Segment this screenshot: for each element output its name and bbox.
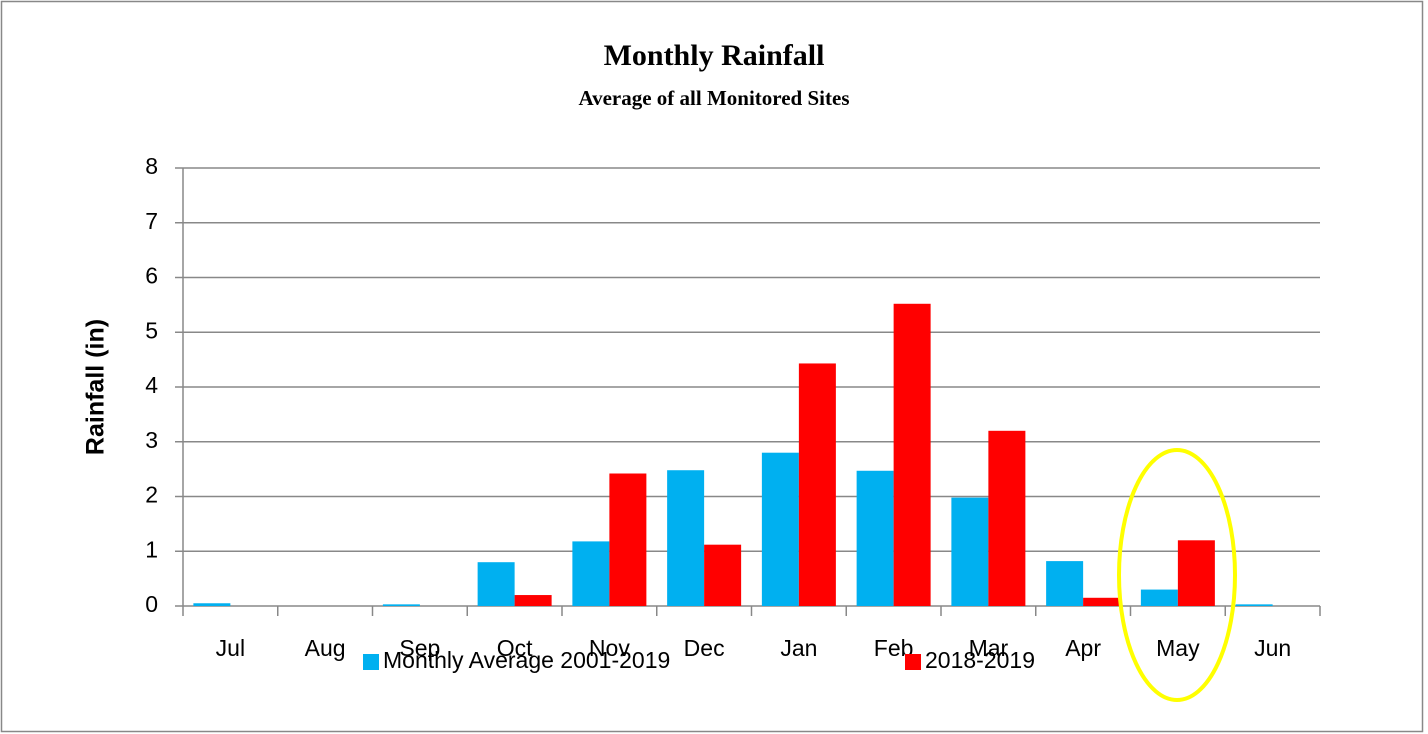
- y-tick-label: 4: [145, 372, 158, 398]
- bar: [704, 544, 742, 606]
- x-tick-label: Jul: [216, 635, 245, 661]
- x-tick-label: Jan: [780, 635, 817, 661]
- bar: [514, 595, 552, 606]
- legend-swatch: [905, 654, 921, 670]
- bar: [856, 470, 894, 606]
- x-tick-label: Oct: [497, 635, 533, 661]
- bar: [893, 303, 931, 606]
- y-tick-label: 3: [145, 427, 158, 453]
- x-tick-label: Jun: [1254, 635, 1291, 661]
- x-tick-label: Sep: [399, 635, 440, 661]
- bar: [1083, 597, 1121, 606]
- y-tick-label: 7: [145, 208, 158, 234]
- bar: [1235, 604, 1273, 606]
- x-tick-label: Dec: [684, 635, 725, 661]
- y-tick-label: 6: [145, 263, 158, 289]
- y-tick-label: 8: [145, 153, 158, 179]
- bar: [1046, 561, 1084, 606]
- bar: [1177, 540, 1215, 606]
- bar: [572, 541, 610, 606]
- bar: [1140, 589, 1178, 606]
- y-tick-label: 1: [145, 536, 158, 562]
- legend-swatch: [363, 654, 379, 670]
- y-tick-label: 0: [145, 591, 158, 617]
- bar: [761, 452, 799, 606]
- bar: [951, 497, 989, 606]
- y-tick-label: 2: [145, 482, 158, 508]
- bar: [667, 470, 705, 606]
- x-tick-label: May: [1156, 635, 1200, 661]
- bar: [609, 473, 647, 606]
- x-tick-label: Mar: [969, 635, 1009, 661]
- chart-subtitle: Average of all Monitored Sites: [578, 86, 849, 110]
- y-axis-label: Rainfall (in): [82, 319, 110, 455]
- x-tick-label: Aug: [305, 635, 346, 661]
- chart-title: Monthly Rainfall: [604, 39, 825, 72]
- y-tick-label: 5: [145, 317, 158, 343]
- legend-label: Monthly Average 2001-2019: [383, 647, 670, 673]
- bar: [477, 562, 515, 606]
- bar: [798, 363, 836, 606]
- x-tick-label: Apr: [1065, 635, 1101, 661]
- highlight-ellipse: [1117, 448, 1237, 702]
- bar: [193, 603, 231, 606]
- x-tick-label: Nov: [589, 635, 630, 661]
- bar: [382, 604, 420, 606]
- bar: [988, 430, 1026, 606]
- legend-label: 2018-2019: [925, 647, 1035, 673]
